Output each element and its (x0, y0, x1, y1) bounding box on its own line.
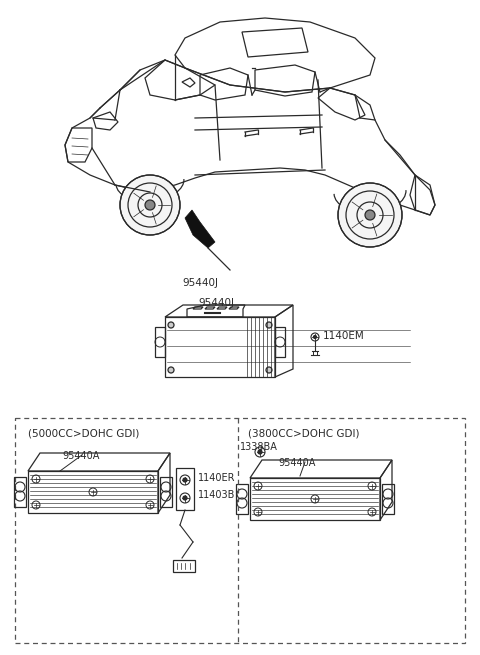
Text: 95440A: 95440A (62, 451, 99, 461)
Bar (15, 418, 465, 643)
Circle shape (266, 322, 272, 328)
Circle shape (338, 183, 402, 247)
Text: 95440A: 95440A (278, 458, 315, 468)
Circle shape (145, 200, 155, 210)
Polygon shape (185, 210, 215, 248)
Text: (5000CC>DOHC GDI): (5000CC>DOHC GDI) (28, 428, 139, 438)
Circle shape (266, 367, 272, 373)
Text: 1338BA: 1338BA (240, 442, 278, 452)
Text: 11403B: 11403B (198, 490, 235, 500)
Circle shape (168, 367, 174, 373)
Circle shape (313, 335, 316, 339)
Text: 1140ER: 1140ER (198, 473, 236, 483)
Text: 1140EM: 1140EM (323, 331, 365, 341)
Text: 95440J: 95440J (182, 278, 218, 288)
Circle shape (365, 210, 375, 220)
Circle shape (258, 450, 262, 454)
Text: (3800CC>DOHC GDI): (3800CC>DOHC GDI) (248, 428, 360, 438)
Circle shape (183, 496, 187, 500)
Circle shape (120, 175, 180, 235)
Circle shape (183, 478, 187, 482)
Text: 95440J: 95440J (198, 298, 234, 308)
Circle shape (168, 322, 174, 328)
